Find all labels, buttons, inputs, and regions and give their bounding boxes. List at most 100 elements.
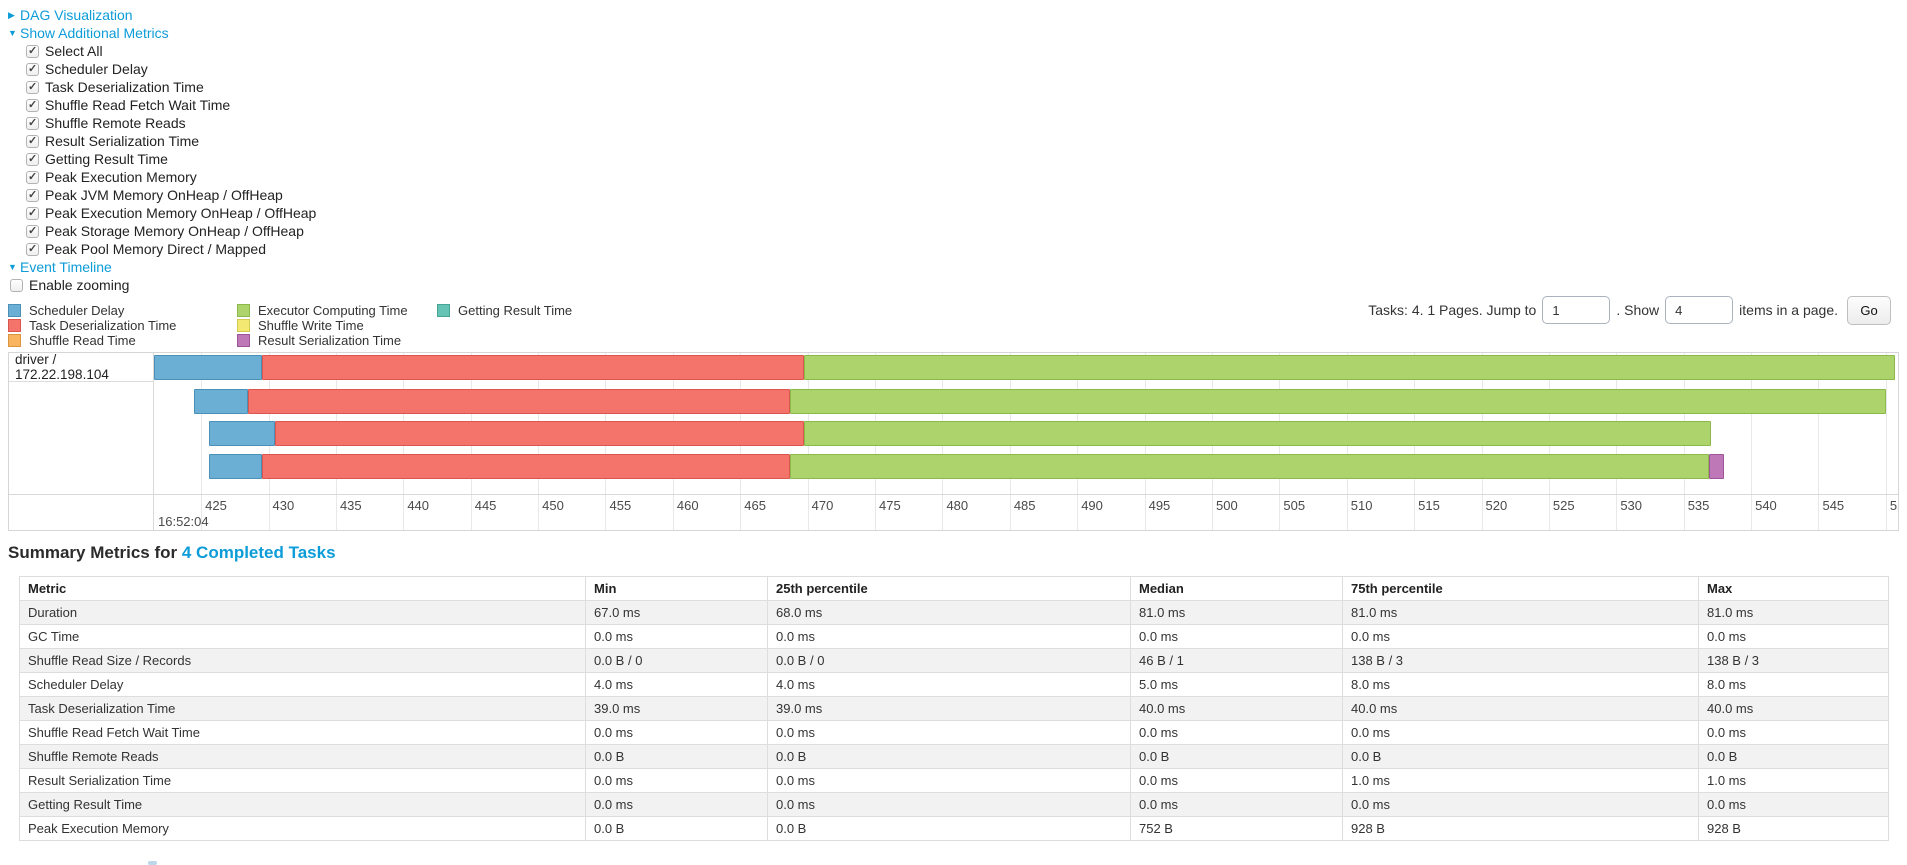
task-1-segment-scheduler_delay[interactable] (154, 355, 262, 380)
checkbox-shuffle-read-fetch-wait-time[interactable] (26, 98, 39, 112)
metric-value-cell: 0.0 ms (1698, 792, 1889, 817)
checkbox-label-result-serialization-time: Result Serialization Time (45, 133, 200, 149)
enable-zooming-checkbox[interactable] (10, 278, 23, 292)
metric-value-cell: 0.0 B (1130, 744, 1343, 769)
task-3-segment-scheduler_delay[interactable] (209, 421, 276, 446)
metric-value-cell: 0.0 ms (1130, 792, 1343, 817)
summary-col-header-median: Median (1130, 576, 1343, 601)
event-timeline-link[interactable]: Event Timeline (20, 259, 112, 275)
metric-checkbox-row-peak-pool-memory-direct-mapped: Peak Pool Memory Direct / Mapped (8, 240, 316, 258)
legend-swatch-shuffle-write-time (237, 319, 250, 332)
tick-label-520: 520 (1485, 498, 1508, 513)
tick-label-535: 535 (1687, 498, 1710, 513)
task-1-segment-task_deserialization[interactable] (261, 355, 804, 380)
metric-value-cell: 0.0 ms (585, 792, 768, 817)
checkbox-peak-execution-memory[interactable] (26, 170, 39, 184)
metric-checkbox-row-result-serialization-time: Result Serialization Time (8, 132, 316, 150)
legend-item-task-deserialization-time: Task Deserialization Time (8, 318, 237, 333)
checkbox-select-all[interactable] (26, 44, 39, 58)
metric-name-cell: Shuffle Read Fetch Wait Time (19, 720, 586, 745)
metric-value-cell: 928 B (1342, 816, 1699, 841)
show-additional-metrics-link[interactable]: Show Additional Metrics (20, 25, 169, 41)
tick-label-550: 550 (1889, 498, 1898, 513)
legend-swatch-shuffle-read-time (8, 334, 21, 347)
metric-value-cell: 1.0 ms (1698, 768, 1889, 793)
checkbox-result-serialization-time[interactable] (26, 134, 39, 148)
checkbox-label-peak-execution-memory: Peak Execution Memory (45, 169, 197, 185)
axis-second-label: 16:52:04 (158, 514, 209, 529)
time-axis-line (9, 494, 1898, 495)
checkbox-peak-pool-memory-direct-mapped[interactable] (26, 242, 39, 256)
metric-checkbox-row-shuffle-read-fetch-wait-time: Shuffle Read Fetch Wait Time (8, 96, 316, 114)
checkbox-shuffle-remote-reads[interactable] (26, 116, 39, 130)
pagination-suffix-text: items in a page. (1739, 302, 1838, 318)
gridline-545 (1818, 353, 1820, 530)
metric-value-cell: 67.0 ms (585, 600, 768, 625)
jump-to-page-input[interactable] (1542, 296, 1611, 324)
task-3-segment-executor_computing[interactable] (803, 421, 1711, 446)
metric-value-cell: 0.0 ms (1130, 624, 1343, 649)
metric-value-cell: 0.0 ms (1342, 720, 1699, 745)
event-timeline-toggle[interactable]: ▼ Event Timeline (8, 258, 316, 276)
metric-value-cell: 0.0 ms (1342, 792, 1699, 817)
task-pagination: Tasks: 4. 1 Pages. Jump to . Show items … (1368, 292, 1891, 328)
tick-label-470: 470 (811, 498, 834, 513)
metric-value-cell: 0.0 ms (585, 720, 768, 745)
metric-checkbox-row-peak-execution-memory: Peak Execution Memory (8, 168, 316, 186)
metric-value-cell: 0.0 ms (1342, 624, 1699, 649)
metric-checkbox-row-shuffle-remote-reads: Shuffle Remote Reads (8, 114, 316, 132)
legend-label-shuffle-write-time: Shuffle Write Time (258, 318, 364, 333)
tick-label-510: 510 (1350, 498, 1373, 513)
tick-label-465: 465 (744, 498, 766, 513)
checkbox-scheduler-delay[interactable] (26, 62, 39, 76)
checkbox-label-getting-result-time: Getting Result Time (45, 151, 168, 167)
checkbox-peak-jvm-memory-onheap-offheap[interactable] (26, 188, 39, 202)
task-2-segment-scheduler_delay[interactable] (194, 389, 249, 414)
task-4-segment-executor_computing[interactable] (790, 454, 1710, 479)
tick-label-435: 435 (339, 498, 362, 513)
task-2-segment-task_deserialization[interactable] (248, 389, 791, 414)
legend-item-scheduler-delay: Scheduler Delay (8, 303, 237, 318)
gridline-550 (1885, 353, 1887, 530)
items-per-page-input[interactable] (1665, 296, 1734, 324)
expanded-arrow-icon: ▼ (8, 262, 17, 272)
task-3-segment-task_deserialization[interactable] (275, 421, 804, 446)
task-1-segment-executor_computing[interactable] (803, 355, 1896, 380)
executor-group-label: driver / 172.22.198.104 (9, 353, 153, 382)
legend-label-scheduler-delay: Scheduler Delay (29, 303, 125, 318)
task-2-segment-executor_computing[interactable] (790, 389, 1886, 414)
metric-value-cell: 4.0 ms (585, 672, 768, 697)
metric-value-cell: 46 B / 1 (1130, 648, 1343, 673)
dag-visualization-link[interactable]: DAG Visualization (20, 7, 133, 23)
metric-value-cell: 8.0 ms (1342, 672, 1699, 697)
summary-row-getting-result-time: Getting Result Time 0.0 ms 0.0 ms 0.0 ms 0.0… (19, 792, 1889, 817)
checkbox-task-deserialization-time[interactable] (26, 80, 39, 94)
group-column-divider (153, 353, 154, 530)
dag-visualization-toggle[interactable]: ▶ DAG Visualization (8, 6, 316, 24)
legend-label-result-serialization-time: Result Serialization Time (258, 333, 402, 348)
checkbox-peak-storage-memory-onheap-offheap[interactable] (26, 224, 39, 238)
legend-column-2: Executor Computing Time Shuffle Write Tim… (237, 303, 437, 348)
summary-col-header-75th-percentile: 75th percentile (1342, 576, 1699, 601)
metric-value-cell: 0.0 ms (767, 768, 1131, 793)
task-4-segment-scheduler_delay[interactable] (209, 454, 262, 479)
checkbox-getting-result-time[interactable] (26, 152, 39, 166)
checkbox-label-peak-pool-memory-direct-mapped: Peak Pool Memory Direct / Mapped (45, 241, 266, 257)
metric-value-cell: 40.0 ms (1342, 696, 1699, 721)
legend-item-executor-computing-time: Executor Computing Time (237, 303, 437, 318)
tick-label-515: 515 (1418, 498, 1440, 513)
collapsed-arrow-icon: ▶ (8, 9, 15, 20)
tick-label-445: 445 (474, 498, 497, 513)
checkbox-peak-execution-memory-onheap-offheap[interactable] (26, 206, 39, 220)
task-4-segment-task_deserialization[interactable] (261, 454, 791, 479)
metric-value-cell: 0.0 B (585, 816, 768, 841)
completed-tasks-link[interactable]: 4 Completed Tasks (181, 543, 336, 562)
metric-name-cell: Duration (19, 600, 586, 625)
legend-item-result-serialization-time: Result Serialization Time (237, 333, 437, 348)
pagination-mid-text: . Show (1616, 302, 1660, 318)
task-4-segment-result_serialization[interactable] (1709, 454, 1725, 479)
tick-label-455: 455 (609, 498, 632, 513)
metric-value-cell: 0.0 B (1342, 744, 1699, 769)
show-additional-metrics-toggle[interactable]: ▼ Show Additional Metrics (8, 24, 316, 42)
go-button[interactable]: Go (1847, 295, 1891, 325)
